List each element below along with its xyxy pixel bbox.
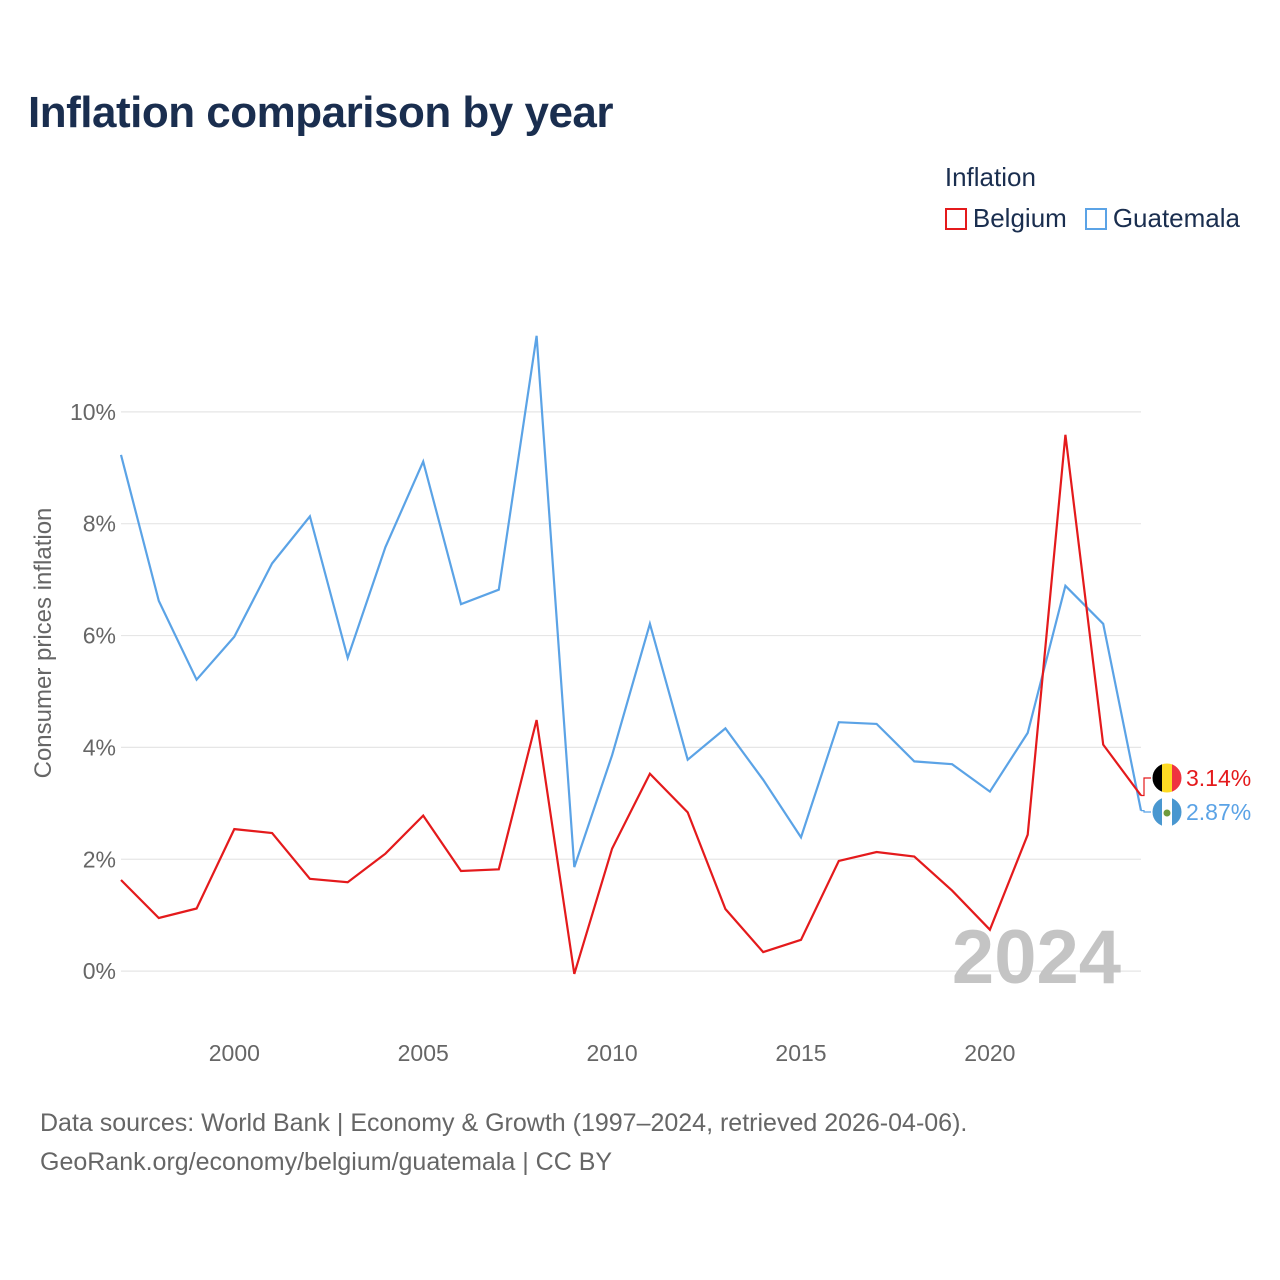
chart-title: Inflation comparison by year	[28, 88, 614, 137]
y-tick-label: 8%	[83, 511, 116, 537]
x-tick-label: 2015	[775, 1040, 826, 1066]
legend-item-guatemala[interactable]: Guatemala	[1084, 203, 1240, 234]
flag-belgium-icon	[1152, 763, 1182, 793]
x-tick-label: 2000	[209, 1040, 260, 1066]
flag-ring	[1151, 762, 1183, 794]
legend-label-guatemala: Guatemala	[1112, 203, 1240, 233]
flag-guatemala-icon	[1152, 797, 1182, 827]
y-tick-label: 0%	[83, 958, 116, 984]
data-sources-text: Data sources: World Bank | Economy & Gro…	[40, 1109, 968, 1137]
end-connector-belgium	[1141, 777, 1151, 797]
source-url-text: GeoRank.org/economy/belgium/guatemala | …	[40, 1148, 613, 1176]
legend: Inflation Belgium Guatemala	[944, 162, 1240, 234]
legend-swatch-belgium	[944, 207, 967, 230]
legend-label-belgium: Belgium	[972, 203, 1067, 233]
end-label-belgium: 3.14%	[1186, 765, 1251, 791]
y-tick-label: 2%	[83, 846, 116, 872]
series-line-guatemala	[119, 335, 1143, 868]
year-watermark: 2024	[952, 915, 1121, 1000]
y-tick-label: 10%	[70, 399, 116, 425]
y-tick-label: 6%	[83, 623, 116, 649]
series-line-belgium	[120, 434, 1142, 975]
end-label-guatemala: 2.87%	[1186, 799, 1251, 825]
y-axis-label: Consumer prices inflation	[30, 508, 57, 779]
legend-title: Inflation	[944, 162, 1036, 192]
y-tick-label: 4%	[83, 734, 116, 760]
legend-swatch-guatemala	[1084, 207, 1107, 230]
legend-item-belgium[interactable]: Belgium	[944, 203, 1067, 234]
x-tick-label: 2010	[587, 1040, 638, 1066]
x-tick-label: 2005	[398, 1040, 449, 1066]
end-connector-guatemala	[1141, 810, 1151, 813]
flag-ring	[1151, 796, 1183, 828]
x-tick-label: 2020	[964, 1040, 1015, 1066]
footer: Data sources: World Bank | Economy & Gro…	[40, 1104, 967, 1182]
